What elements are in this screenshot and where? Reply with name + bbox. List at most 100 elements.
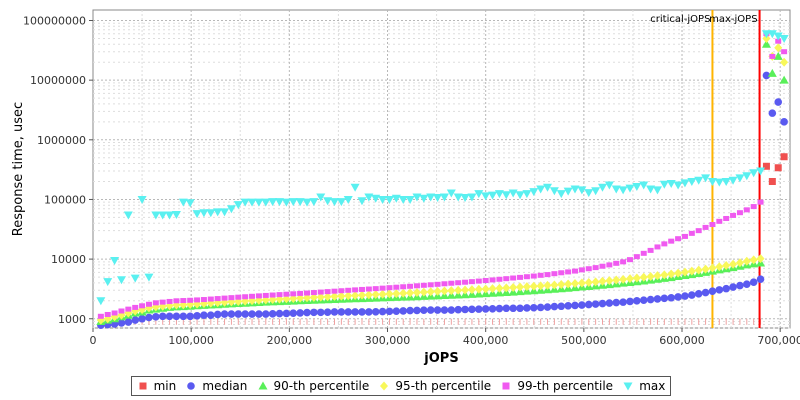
data-point <box>207 296 214 302</box>
data-point <box>558 270 565 276</box>
data-point <box>694 290 703 298</box>
data-point <box>503 276 510 282</box>
data-point <box>563 187 573 196</box>
data-point <box>152 300 159 306</box>
data-point <box>378 195 388 204</box>
data-point <box>407 283 414 289</box>
data-point <box>591 187 601 196</box>
data-point <box>446 189 456 198</box>
data-point <box>323 308 332 316</box>
data-point <box>502 304 511 313</box>
data-point <box>338 288 345 294</box>
data-point <box>632 273 641 283</box>
data-point <box>750 204 757 210</box>
data-point <box>536 303 545 312</box>
data-point <box>295 198 305 207</box>
data-point <box>378 289 387 299</box>
data-point <box>767 68 777 77</box>
data-point <box>716 218 723 224</box>
data-point <box>173 298 180 304</box>
data-point <box>144 273 154 282</box>
data-point <box>441 281 448 287</box>
data-point <box>633 254 640 260</box>
data-point <box>673 181 683 190</box>
data-point <box>371 194 381 203</box>
data-point <box>681 233 688 239</box>
data-point <box>578 267 585 273</box>
data-point <box>481 284 490 294</box>
data-point <box>228 295 235 301</box>
data-point <box>439 193 449 202</box>
y-tick-label: 1000 <box>58 313 86 326</box>
data-point <box>769 53 776 59</box>
data-point <box>695 228 702 234</box>
data-point <box>584 300 593 309</box>
data-point <box>674 293 682 301</box>
data-point <box>420 306 428 315</box>
data-point <box>158 211 168 220</box>
data-point <box>97 313 104 319</box>
data-point <box>774 164 782 172</box>
data-point <box>117 319 126 327</box>
data-point <box>406 306 414 315</box>
data-point <box>255 293 262 299</box>
data-point <box>179 312 188 321</box>
data-point <box>145 313 153 322</box>
data-point <box>310 308 318 317</box>
data-point <box>213 208 223 217</box>
data-point <box>379 285 386 291</box>
data-point <box>132 304 139 310</box>
data-point <box>488 284 497 294</box>
series-max <box>96 30 789 306</box>
data-point <box>544 272 551 278</box>
data-point <box>585 266 592 272</box>
data-point <box>125 306 132 312</box>
data-point <box>756 167 766 176</box>
data-point <box>427 282 434 288</box>
data-point <box>723 215 730 221</box>
data-point <box>254 198 264 207</box>
data-point <box>742 172 752 181</box>
legend-marker <box>502 382 510 390</box>
data-point <box>297 290 304 296</box>
data-point <box>666 180 676 189</box>
data-point <box>330 291 339 301</box>
data-point <box>386 285 393 291</box>
data-point <box>344 291 353 301</box>
data-point <box>652 186 662 195</box>
data-point <box>756 275 765 284</box>
data-point <box>515 191 525 200</box>
data-point <box>199 209 209 218</box>
data-point <box>447 306 456 314</box>
data-point <box>613 260 620 266</box>
data-point <box>412 193 422 202</box>
data-point <box>494 190 504 199</box>
legend-item: 99-th percentile <box>500 379 613 393</box>
data-point <box>124 318 133 326</box>
max-jops-label: max-jOPS <box>709 14 757 25</box>
data-point <box>192 210 202 219</box>
data-point <box>131 316 140 324</box>
data-point <box>522 282 531 292</box>
data-point <box>365 286 372 292</box>
data-point <box>337 308 346 316</box>
data-point <box>618 186 628 195</box>
data-point <box>371 307 380 316</box>
data-point <box>158 312 167 321</box>
data-point <box>626 297 634 306</box>
data-point <box>543 303 552 311</box>
data-point <box>707 178 717 187</box>
data-point <box>625 184 635 193</box>
data-point <box>688 291 696 299</box>
data-point <box>240 198 250 207</box>
data-point <box>742 256 751 266</box>
data-point <box>331 288 338 294</box>
data-point <box>104 311 111 317</box>
data-point <box>433 193 443 202</box>
data-point <box>577 186 587 195</box>
data-point <box>687 178 697 187</box>
data-point <box>773 32 783 41</box>
data-point <box>530 273 537 279</box>
data-point <box>501 191 511 200</box>
legend-label: 90-th percentile <box>273 379 370 393</box>
